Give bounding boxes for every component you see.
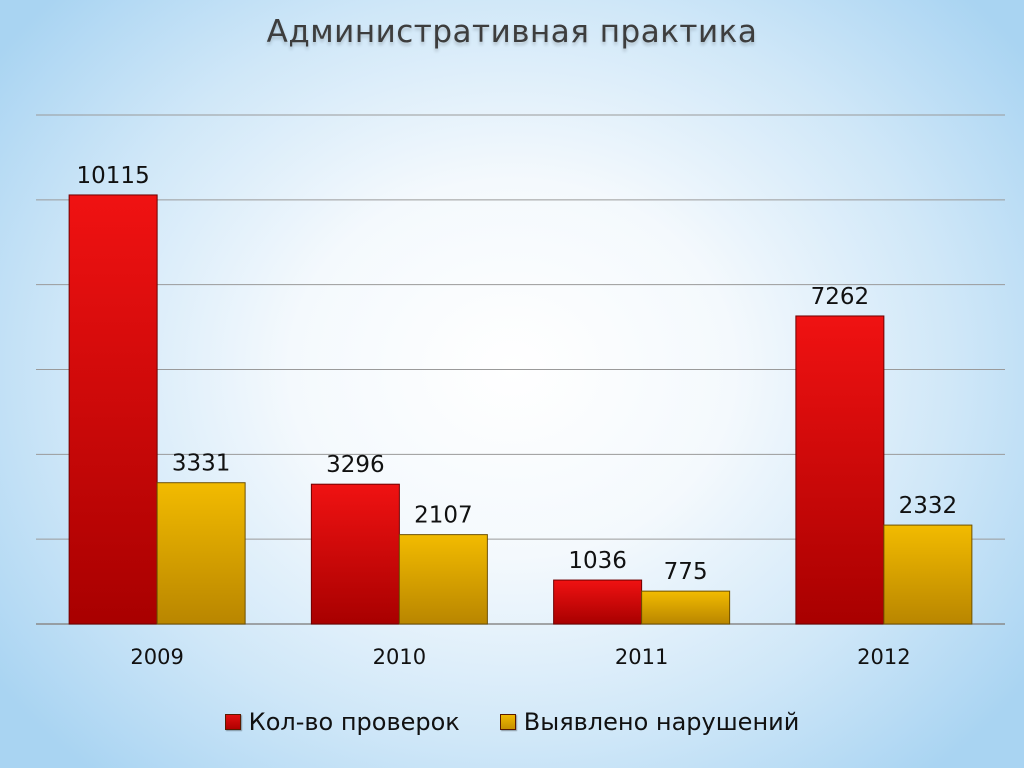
bar-violations-2010 xyxy=(398,534,488,625)
data-label: 775 xyxy=(664,559,708,585)
legend-swatch-red xyxy=(224,714,241,730)
legend: Кол-во проверок Выявлено нарушений xyxy=(0,708,1024,736)
data-label: 2332 xyxy=(899,493,958,519)
chart-title: Административная практика xyxy=(266,14,758,50)
data-label: 1036 xyxy=(568,548,627,574)
legend-label-checks: Кол-во проверок xyxy=(248,708,460,736)
x-tick-label: 2012 xyxy=(857,645,910,669)
bar-violations-2009 xyxy=(156,482,246,625)
legend-item-violations: Выявлено нарушений xyxy=(499,708,800,736)
data-label: 3296 xyxy=(326,452,385,478)
legend-item-checks: Кол-во проверок xyxy=(224,708,460,736)
x-tick-label: 2009 xyxy=(130,645,183,669)
bars xyxy=(68,194,973,625)
data-labels: 10115 3331 3296 2107 1036 775 7262 2332 xyxy=(77,163,958,585)
bar-checks-2009 xyxy=(68,194,158,625)
legend-label-violations: Выявлено нарушений xyxy=(523,708,800,736)
x-axis-ticks: 2009 2010 2011 2012 xyxy=(130,645,910,669)
x-tick-label: 2010 xyxy=(373,645,426,669)
data-label: 2107 xyxy=(414,503,473,529)
data-label: 7262 xyxy=(811,284,870,310)
data-label: 10115 xyxy=(77,163,150,189)
data-label: 3331 xyxy=(172,451,231,477)
bar-checks-2012 xyxy=(795,315,885,625)
legend-swatch-gold xyxy=(499,714,516,730)
bar-chart: 10115 3331 3296 2107 1036 775 7262 2332 2009 201… xyxy=(36,114,1005,669)
x-tick-label: 2011 xyxy=(615,645,668,669)
bar-violations-2011 xyxy=(641,590,731,625)
bar-checks-2010 xyxy=(310,483,400,625)
bar-checks-2011 xyxy=(553,579,643,625)
bar-violations-2012 xyxy=(883,524,973,625)
